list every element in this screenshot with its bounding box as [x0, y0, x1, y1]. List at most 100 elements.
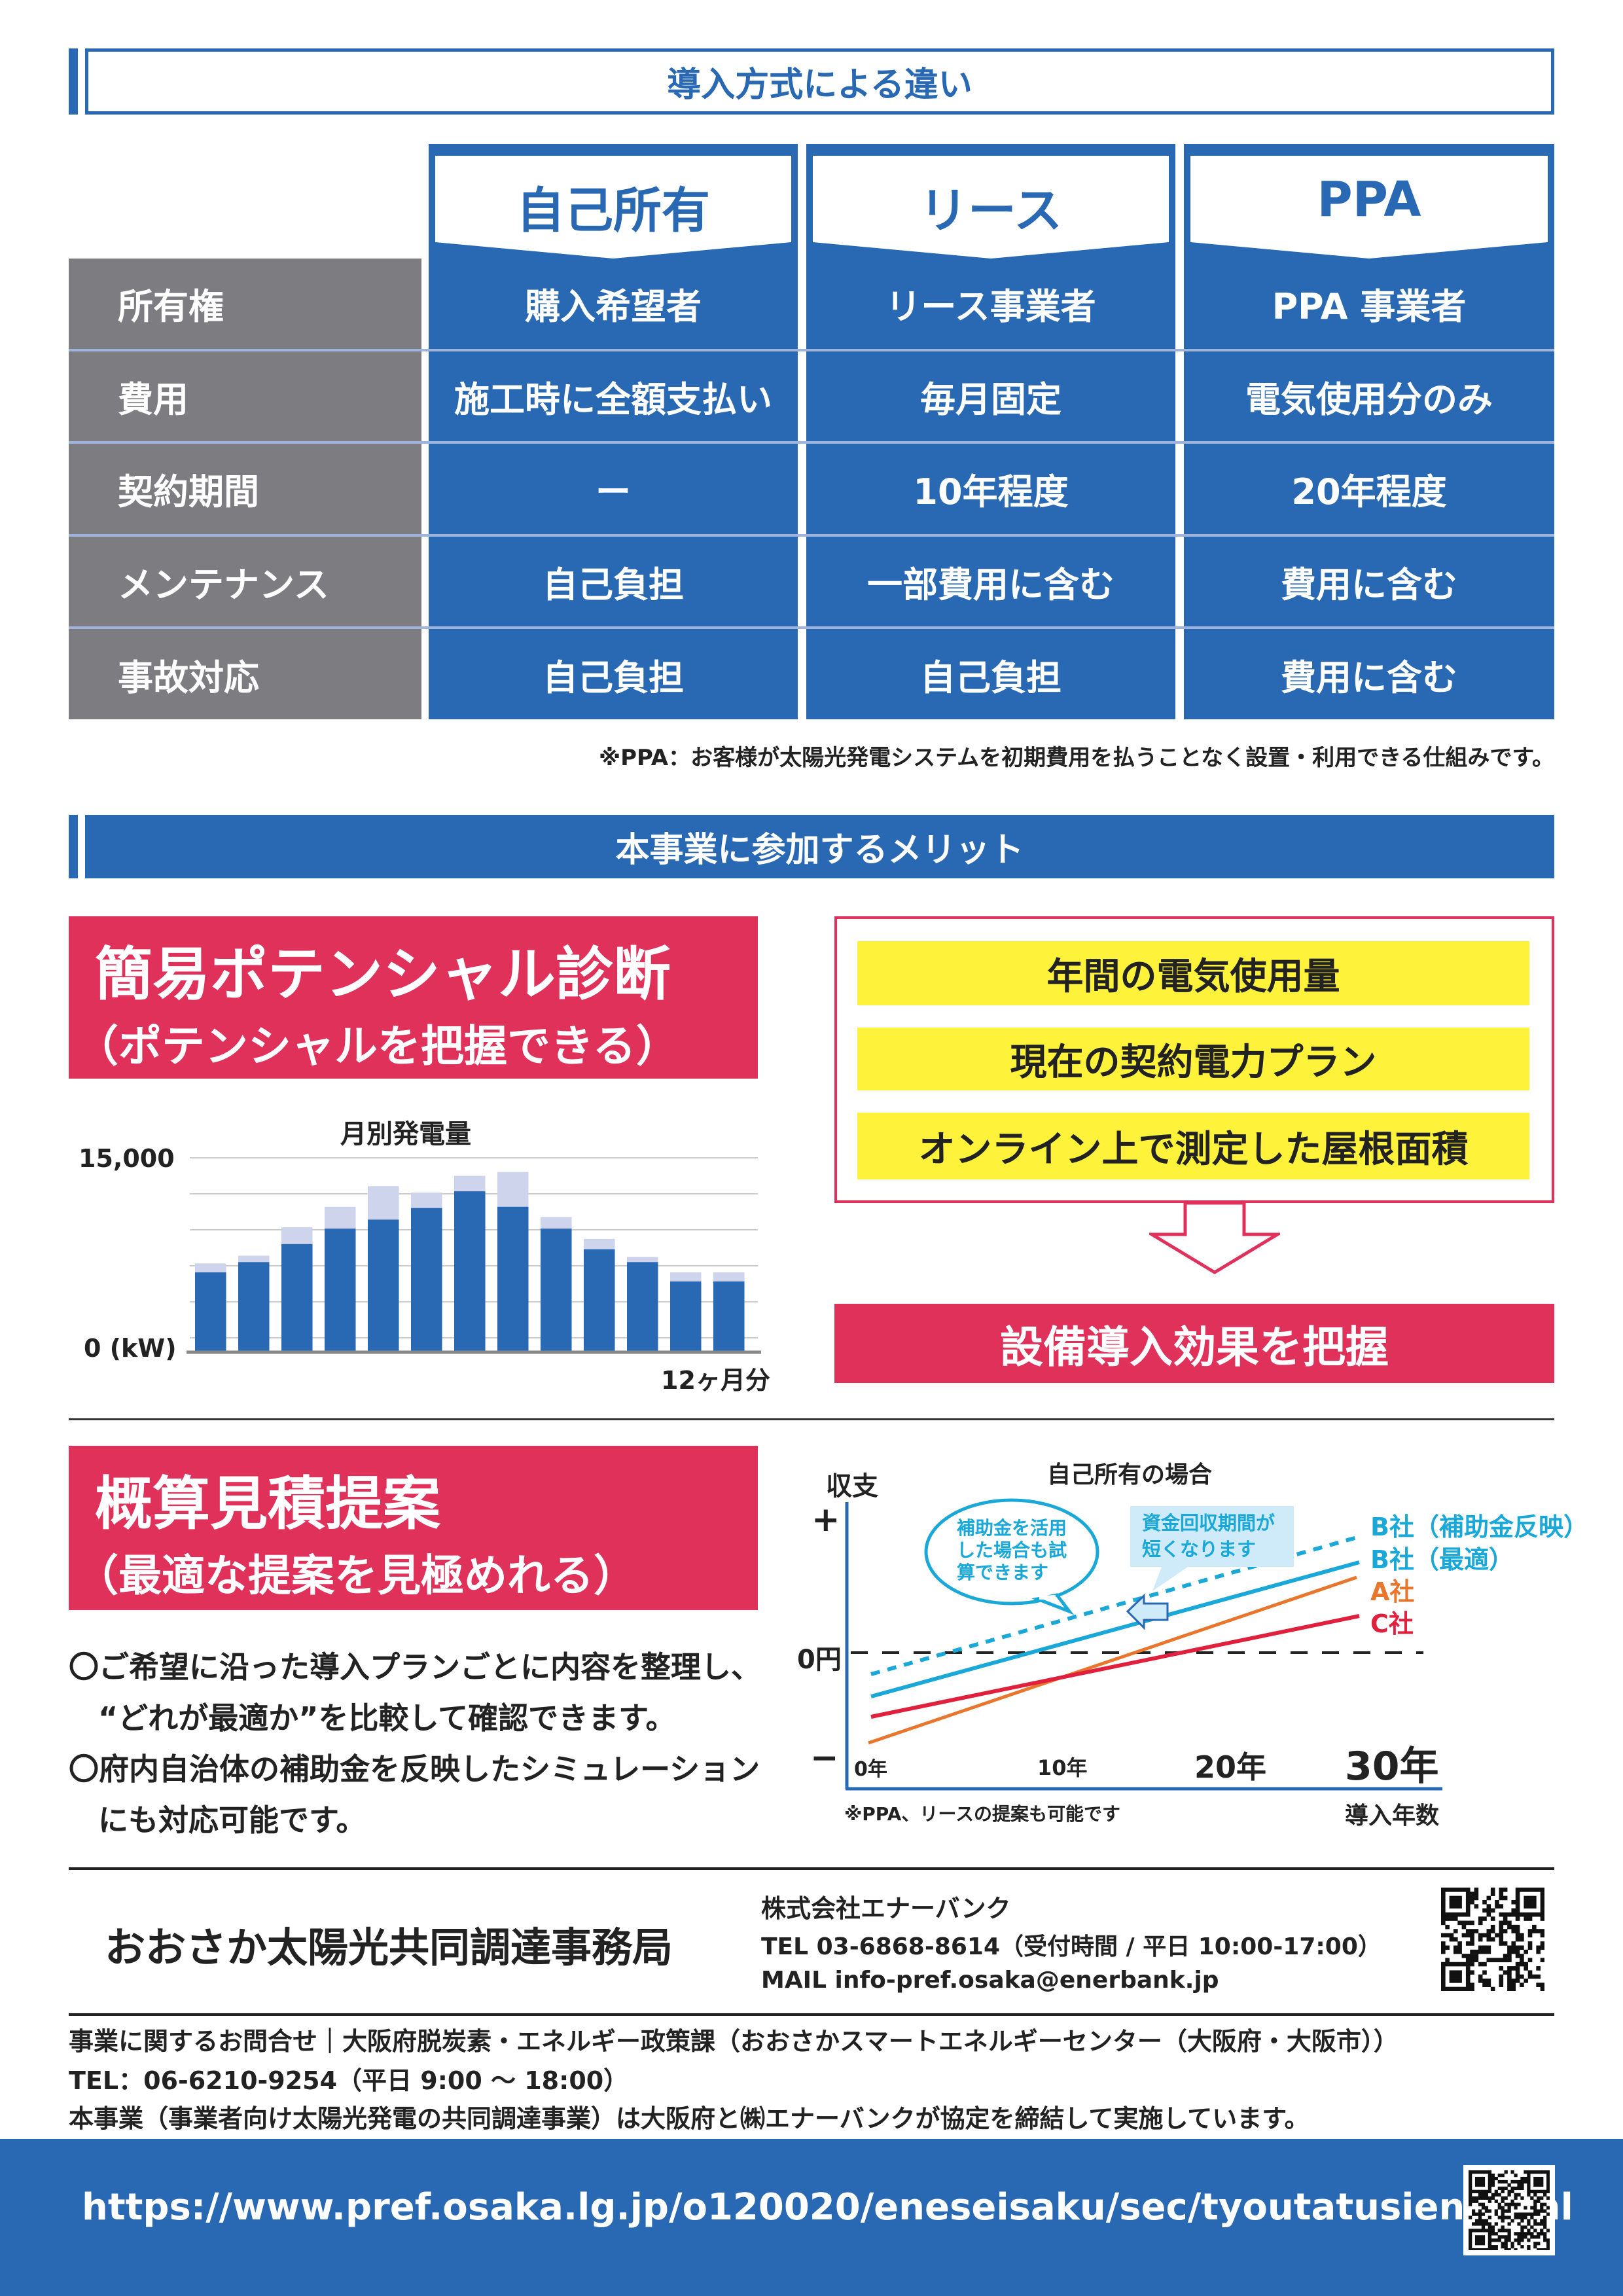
- column-header-label: 自己所有: [516, 183, 710, 239]
- section-title-merits: 本事業に参加するメリット: [85, 815, 1554, 878]
- company-name: 株式会社エナーバンク: [761, 1894, 1011, 1923]
- bubble-line: した場合も試: [957, 1539, 1067, 1561]
- table-cell: リース事業者: [806, 259, 1175, 349]
- table-cell: 電気使用分のみ: [1184, 351, 1554, 442]
- monthly-generation-chart: [187, 1157, 761, 1354]
- table-cell: 費用に含む: [1184, 629, 1554, 719]
- line-c: [870, 1614, 1360, 1719]
- bar-upper: [627, 1257, 658, 1263]
- bar-base: [454, 1191, 486, 1351]
- input-item: 年間の電気使用量: [857, 941, 1529, 1005]
- bar-base: [713, 1281, 745, 1351]
- bar-base: [627, 1262, 658, 1351]
- bubble-text: 補助金を活用 した場合も試 算できます: [957, 1517, 1067, 1584]
- column-header: 自己所有: [429, 144, 798, 262]
- callout-line: 短くなります: [1142, 1538, 1257, 1560]
- bar-upper: [584, 1238, 615, 1249]
- divider: [69, 2013, 1554, 2016]
- merit-estimate-box: 概算見積提案 （最適な提案を見極めれる）: [69, 1446, 758, 1610]
- merit-subtitle: （ポテンシャルを把握できる）: [75, 1021, 679, 1071]
- column-header-label: PPA: [1317, 171, 1421, 228]
- bar-base: [670, 1281, 702, 1351]
- bullet-line: にも対応可能です。: [98, 1803, 366, 1838]
- section-accent: [69, 48, 78, 115]
- line-a: [868, 1575, 1357, 1745]
- y-tick-top: 15,000: [79, 1144, 175, 1173]
- left-arrow-icon: [1126, 1593, 1169, 1630]
- bar-base: [411, 1208, 442, 1351]
- divider: [69, 1418, 1554, 1420]
- legend-b-optimal: B社（最適）: [1370, 1545, 1514, 1574]
- down-arrow-icon: [1149, 1202, 1280, 1274]
- section-accent: [69, 815, 78, 878]
- column-header: PPA: [1184, 144, 1554, 262]
- chart-title: 月別発電量: [340, 1119, 471, 1149]
- bar-upper: [281, 1227, 313, 1244]
- merit-title: 簡易ポテンシャル診断: [95, 941, 671, 1008]
- bubble-line: 補助金を活用: [957, 1517, 1067, 1539]
- bar-base: [368, 1219, 399, 1351]
- bar-upper: [411, 1193, 442, 1208]
- table-cell: 費用に含む: [1184, 536, 1554, 627]
- merit-title: 概算見積提案: [95, 1470, 441, 1537]
- website-link[interactable]: https://www.pref.osaka.lg.jp/o120020/ene…: [82, 2186, 1573, 2229]
- table-cell: 20年程度: [1184, 444, 1554, 534]
- bar-upper: [325, 1206, 356, 1229]
- merit-potential-box: 簡易ポテンシャル診断 （ポテンシャルを把握できる）: [69, 916, 758, 1079]
- company-mail: MAIL info-pref.osaka@enerbank.jp: [761, 1967, 1219, 1994]
- agreement-text: 本事業（事業者向け太陽光発電の共同調達事業）は大阪府と㈱エナーバンクが協定を締結…: [69, 2104, 1310, 2133]
- table-cell: 自己負担: [429, 629, 798, 719]
- bar-base: [325, 1229, 356, 1351]
- line-b-subsidy: [870, 1535, 1360, 1676]
- input-item: 現在の契約電力プラン: [857, 1028, 1529, 1090]
- header-chevron: [1190, 156, 1548, 259]
- table-cell: 自己負担: [429, 536, 798, 627]
- bubble-line: 算できます: [957, 1562, 1049, 1583]
- row-divider: [69, 626, 1554, 630]
- contact-tel: TEL：06-6210-9254（平日 9:00 ～ 18:00）: [69, 2066, 629, 2095]
- table-cell: 一部費用に含む: [806, 536, 1175, 627]
- bar-upper: [541, 1217, 572, 1229]
- row-label: 事故対応: [69, 629, 421, 719]
- x-tick: 0年: [854, 1758, 887, 1781]
- line-b-optimal: [870, 1560, 1360, 1698]
- bar-base: [541, 1229, 572, 1351]
- bar-base: [584, 1249, 615, 1351]
- bar-upper: [454, 1175, 486, 1192]
- callout-line: 資金回収期間が: [1142, 1512, 1275, 1534]
- bar-upper: [497, 1172, 529, 1207]
- input-item: オンライン上で測定した屋根面積: [857, 1113, 1529, 1179]
- bar-base: [281, 1244, 313, 1351]
- column-header: リース: [806, 144, 1175, 262]
- row-divider: [69, 441, 1554, 444]
- legend-c: C社: [1370, 1609, 1414, 1638]
- qr-code-icon[interactable]: [1469, 2170, 1550, 2250]
- bar-base: [497, 1206, 529, 1351]
- diagram-title: 自己所有の場合: [1047, 1462, 1213, 1488]
- speech-bubble-tail: [1031, 1593, 1075, 1615]
- table-cell: 施工時に全額支払い: [429, 351, 798, 442]
- x-tick: 20年: [1194, 1749, 1267, 1785]
- bullet-line: 〇府内自治体の補助金を反映したシミュレーション: [69, 1751, 760, 1787]
- merit-subtitle: （最適な提案を見極めれる）: [75, 1551, 637, 1601]
- table-cell: 毎月固定: [806, 351, 1175, 442]
- bar-upper: [670, 1272, 702, 1282]
- qr-code-icon[interactable]: [1441, 1888, 1544, 1991]
- bullet-list: 〇ご希望に沿った導入プランごとに内容を整理し、 “どれが最適か”を比較して確認で…: [69, 1641, 761, 1846]
- table-cell: 10年程度: [806, 444, 1175, 534]
- legend-a: A社: [1370, 1577, 1415, 1606]
- legend-b-subsidy: B社（補助金反映）: [1370, 1513, 1588, 1541]
- x-axis-label: 12ヶ月分: [661, 1366, 770, 1395]
- row-label: 所有権: [69, 259, 421, 349]
- ppa-note: ※PPA：お客様が太陽光発電システムを初期費用を払うことなく設置・利用できる仕組…: [599, 745, 1554, 771]
- column-header-label: リース: [919, 183, 1063, 239]
- x-tick: 10年: [1037, 1755, 1088, 1780]
- section-title-methods: 導入方式による違い: [85, 48, 1554, 115]
- x-tick: 30年: [1345, 1744, 1439, 1789]
- zero-label: 0円: [797, 1645, 842, 1675]
- table-cell: PPA 事業者: [1184, 259, 1554, 349]
- minus-label: −: [810, 1738, 839, 1778]
- row-divider: [69, 348, 1554, 351]
- header-chevron: [435, 156, 791, 259]
- contact-info: 事業に関するお問合せ｜大阪府脱炭素・エネルギー政策課（おおさかスマートエネルギー…: [69, 2027, 1399, 2056]
